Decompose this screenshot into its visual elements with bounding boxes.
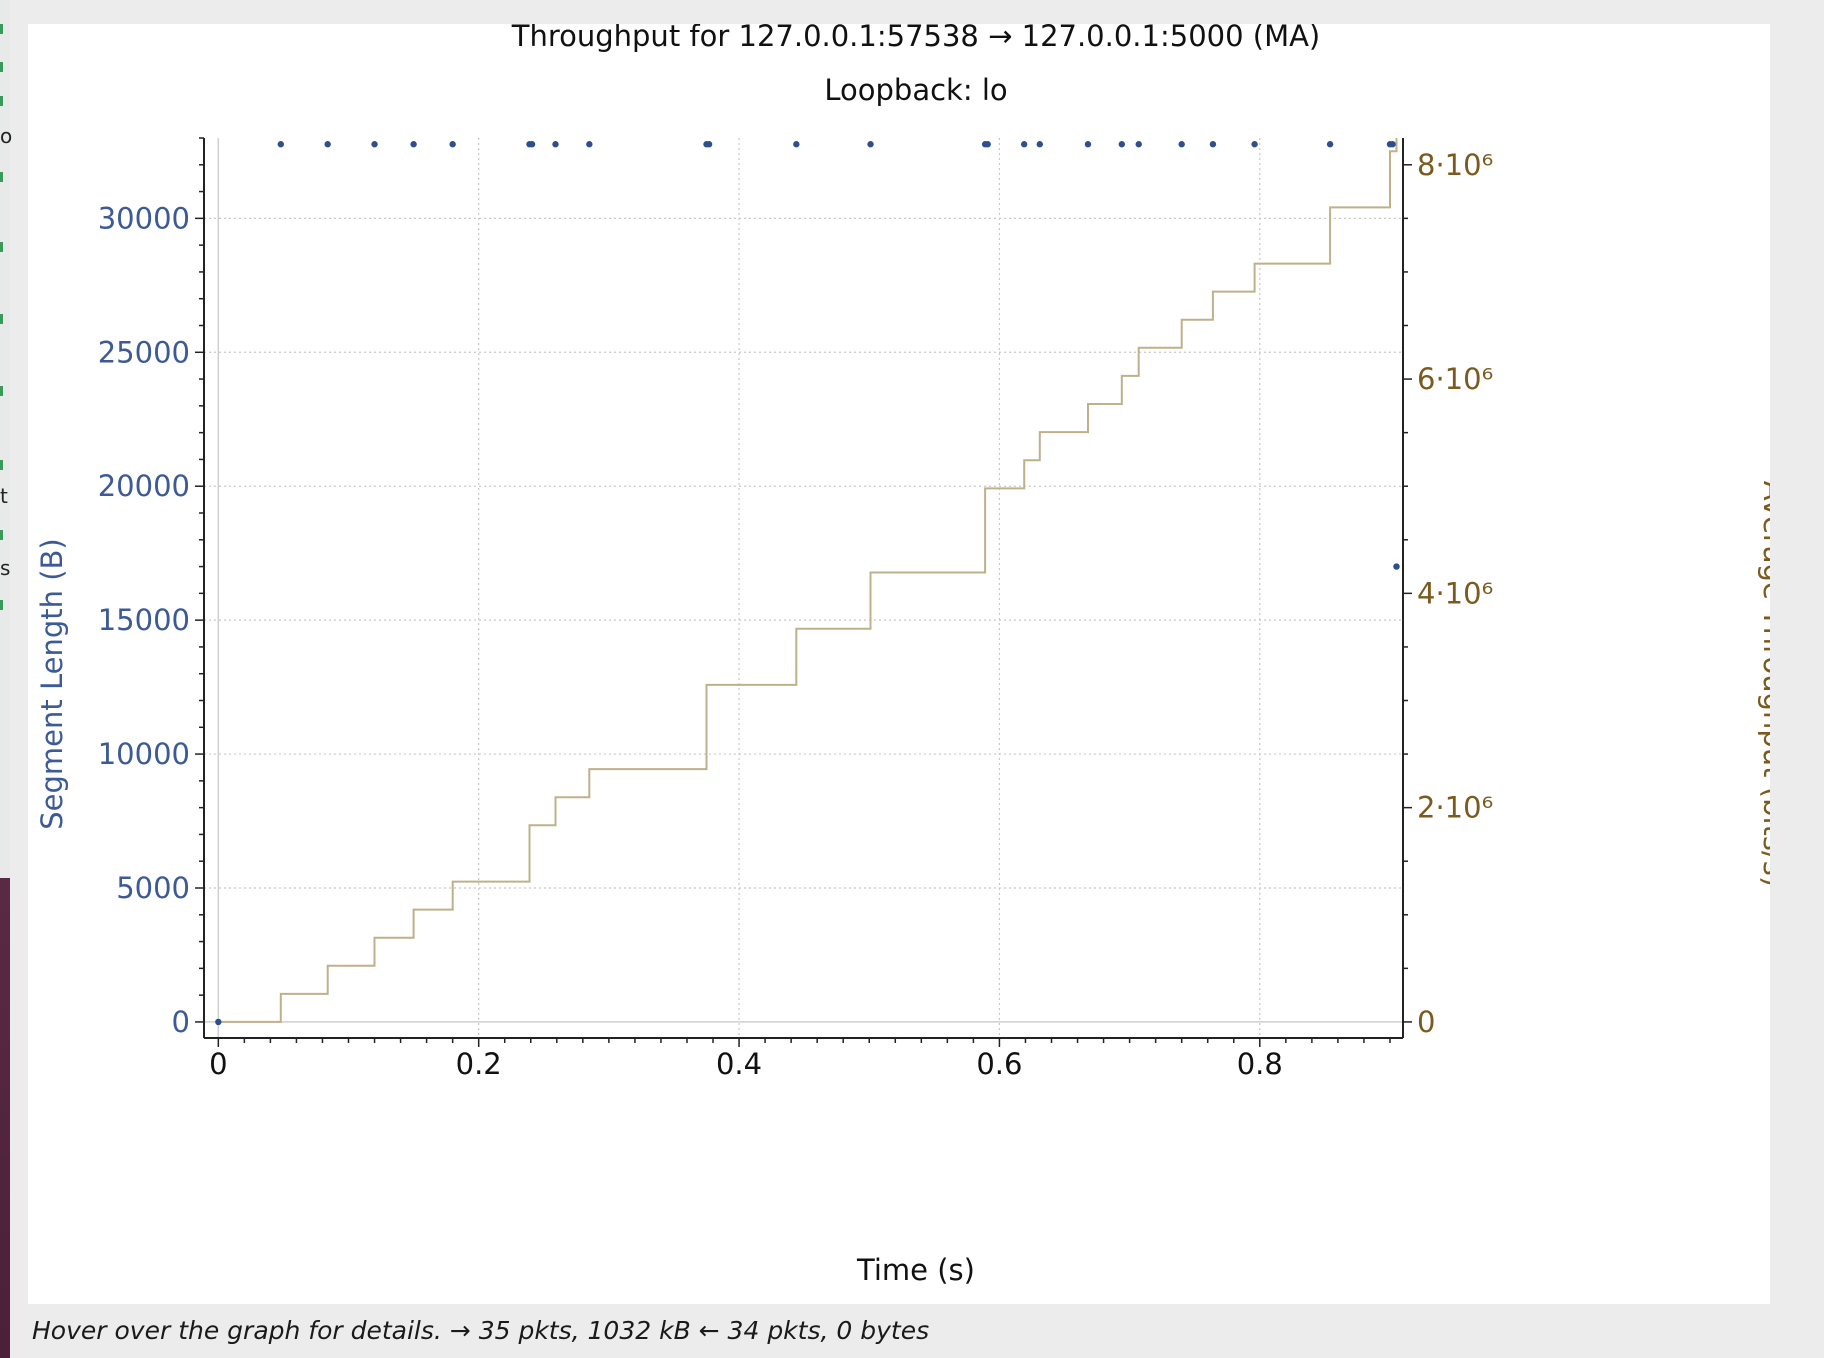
y-left-tick-label: 20000 (98, 469, 190, 503)
throughput-series (218, 138, 1398, 1023)
segment-point (1326, 141, 1334, 148)
y-axis-left-label: Segment Length (B) (35, 538, 69, 830)
y-right-tick-label: 0 (1417, 1005, 1435, 1039)
segment-point (586, 141, 593, 148)
tree-marker-icon (0, 600, 9, 610)
x-tick-label: 0.8 (1237, 1047, 1283, 1081)
throughput-chart[interactable]: Throughput for 127.0.0.1:57538 → 127.0.0… (28, 19, 1791, 1304)
segment-point (1178, 141, 1185, 148)
segment-point (215, 1018, 222, 1026)
x-axis-label: Time (s) (856, 1253, 975, 1287)
tree-marker-icon (0, 460, 9, 470)
background-text-fragment: o (0, 124, 13, 148)
segment-point (410, 141, 417, 148)
grid-lines (204, 138, 1403, 1038)
segment-point (1118, 141, 1126, 148)
y-left-tick-label: 30000 (98, 201, 190, 235)
segment-point (1020, 141, 1028, 148)
chart-frame[interactable]: Throughput for 127.0.0.1:57538 → 127.0.0… (28, 19, 1791, 1304)
segment-point (552, 141, 559, 148)
tree-marker-icon (0, 242, 9, 252)
tree-marker-icon (0, 530, 9, 540)
segment-point (705, 141, 713, 148)
segment-point (528, 141, 536, 148)
y-right-tick-label: 8·10⁶ (1417, 148, 1493, 182)
axes (195, 137, 1412, 1047)
tree-marker-icon (0, 314, 9, 324)
background-text-fragment: t (0, 484, 8, 508)
segment-point (1251, 141, 1258, 148)
tree-marker-icon (0, 96, 9, 106)
y-right-tick-label: 4·10⁶ (1417, 576, 1493, 610)
chart-title: Throughput for 127.0.0.1:57538 → 127.0.0… (511, 24, 1321, 53)
segment-point (1036, 141, 1043, 148)
segment-point (1209, 141, 1217, 148)
segment-point (984, 141, 991, 148)
segment-point (867, 141, 874, 148)
y-left-tick-label: 25000 (98, 335, 190, 369)
y-right-tick-label: 2·10⁶ (1417, 791, 1493, 825)
segment-point (1084, 141, 1092, 148)
segment-point (1135, 141, 1142, 148)
segment-point (1389, 141, 1396, 148)
tree-marker-icon (0, 386, 9, 396)
x-tick-label: 0 (209, 1047, 227, 1081)
status-hint: Hover over the graph for details. → 35 p… (32, 1316, 930, 1345)
segment-point (449, 141, 456, 148)
tree-marker-icon (0, 62, 9, 72)
segment-point (324, 141, 331, 148)
x-tick-label: 0.2 (456, 1047, 502, 1081)
throughput-step-line (218, 138, 1398, 1023)
y-axis-right-label: Average Throughput (bits/s) (1757, 481, 1770, 887)
x-tick-label: 0.6 (976, 1047, 1022, 1081)
segment-point (277, 141, 285, 148)
segment-series (215, 141, 1400, 1026)
y-left-tick-label: 0 (172, 1005, 190, 1039)
background-text-fragment: s (0, 556, 11, 580)
background-window-edge: o t s (0, 0, 13, 1358)
tree-marker-icon (0, 172, 9, 182)
y-left-tick-label: 5000 (116, 871, 190, 905)
chart-subtitle: Loopback: lo (824, 73, 1007, 107)
segment-point (793, 141, 800, 148)
tree-marker-icon (0, 24, 9, 34)
x-tick-label: 0.4 (716, 1047, 762, 1081)
y-left-tick-label: 15000 (98, 603, 190, 637)
segment-point (371, 141, 378, 148)
y-left-tick-label: 10000 (98, 737, 190, 771)
y-right-tick-label: 6·10⁶ (1417, 362, 1493, 396)
segment-point (1393, 563, 1400, 570)
tick-labels: 0 0.2 0.4 0.6 0.8 0 5000 10000 15000 20000 25000 30… (98, 148, 1493, 1081)
